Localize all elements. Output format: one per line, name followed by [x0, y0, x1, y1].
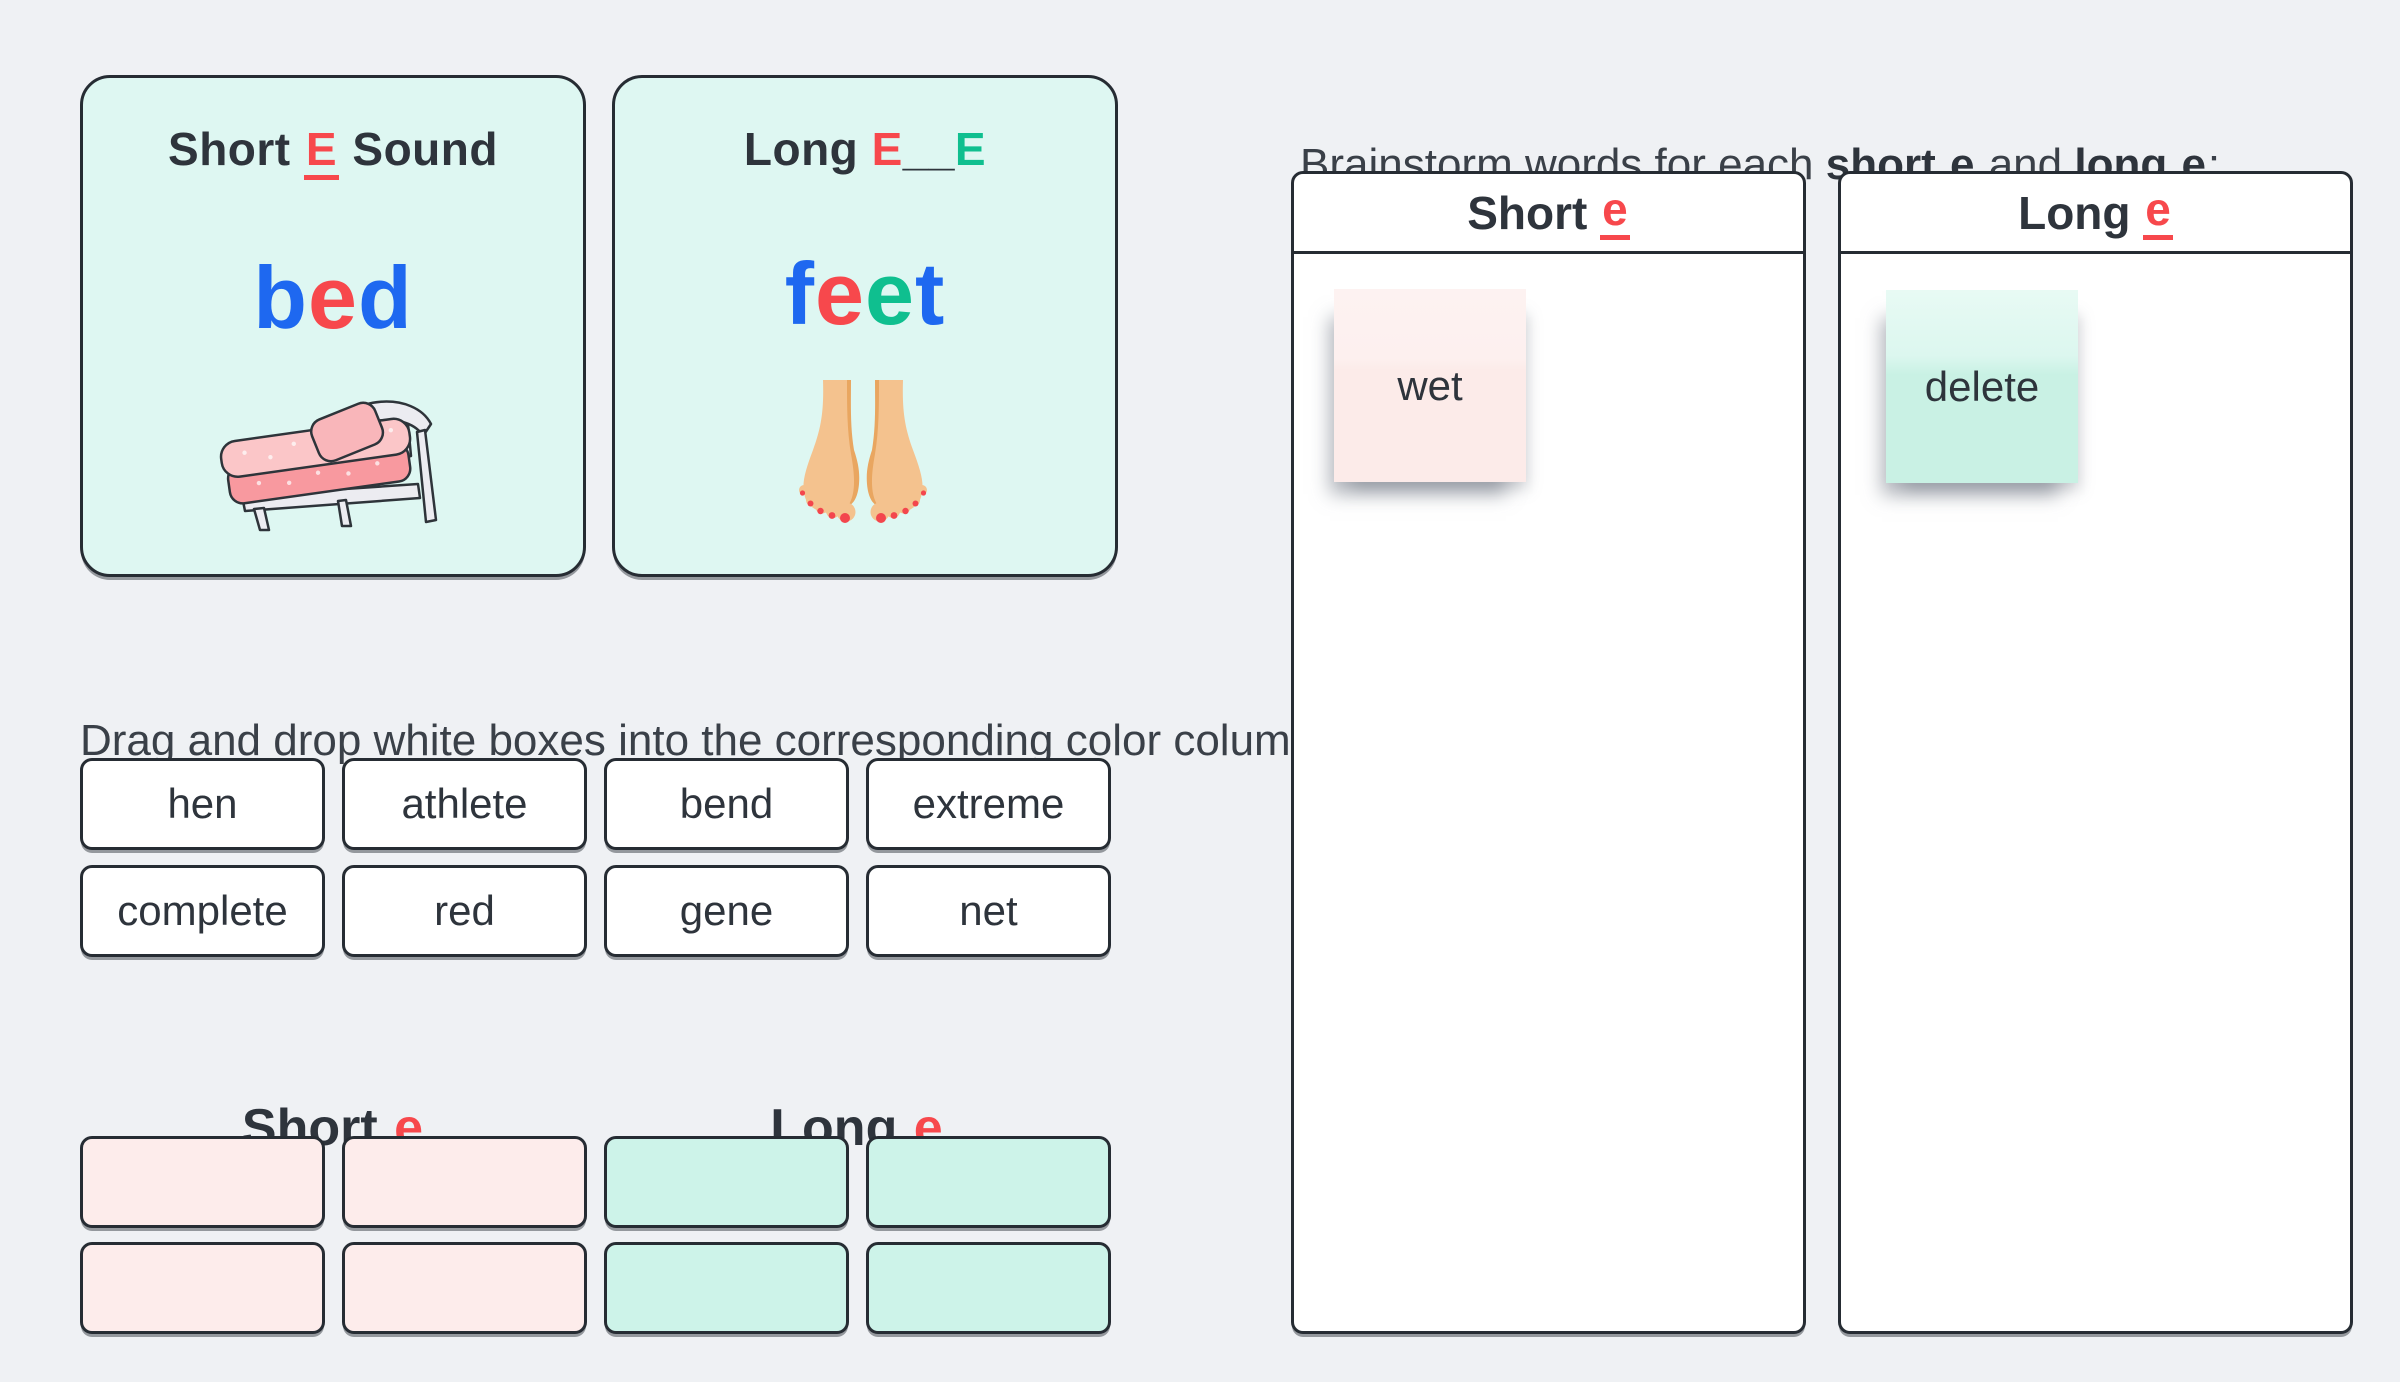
bed-illustration — [219, 400, 438, 532]
word-box-net[interactable]: net — [866, 865, 1111, 957]
letter-e2: e — [865, 244, 915, 344]
sticky-note-wet[interactable]: wet — [1334, 289, 1526, 482]
sort-slot-grid — [80, 1136, 1111, 1334]
column-header-prefix: Short — [1467, 186, 1601, 239]
word-box-extreme[interactable]: extreme — [866, 758, 1111, 850]
short-e-sound-card: Short E Sound bed — [80, 75, 586, 577]
column-header-accent-e: e — [1600, 185, 1630, 241]
short-e-card-title: Short E Sound — [168, 122, 498, 181]
short-e-drop-slot[interactable] — [80, 1242, 325, 1334]
card-title-blank: __ — [902, 123, 955, 175]
word-box-hen[interactable]: hen — [80, 758, 325, 850]
word-box-red[interactable]: red — [342, 865, 587, 957]
letter-t: t — [914, 244, 946, 344]
column-header-long-e: Long e — [1841, 174, 2350, 254]
short-e-drop-slot[interactable] — [342, 1136, 587, 1228]
drag-instruction: Drag and drop white boxes into the corre… — [80, 716, 1328, 765]
word-bank: hen athlete bend extreme complete red ge… — [80, 758, 1111, 957]
long-e-drop-slot[interactable] — [604, 1136, 849, 1228]
brainstorm-column-long-e[interactable]: Long e delete — [1838, 171, 2353, 1334]
letter-e1: e — [815, 244, 865, 344]
feet-illustration — [799, 380, 927, 524]
word-box-gene[interactable]: gene — [604, 865, 849, 957]
card-title-prefix: Short — [168, 123, 304, 175]
word-bed: bed — [253, 254, 412, 342]
long-e-card: Long E__E feet — [612, 75, 1118, 577]
long-e-card-title: Long E__E — [744, 122, 986, 176]
word-feet: feet — [785, 250, 946, 338]
card-title-accent-e-red: E — [871, 123, 903, 175]
word-box-complete[interactable]: complete — [80, 865, 325, 957]
letter-d: d — [357, 248, 413, 348]
long-e-drop-slot[interactable] — [866, 1242, 1111, 1334]
column-header-short-e: Short e — [1294, 174, 1803, 254]
short-e-drop-slot[interactable] — [80, 1136, 325, 1228]
word-box-athlete[interactable]: athlete — [342, 758, 587, 850]
short-e-drop-slot[interactable] — [342, 1242, 587, 1334]
card-title-suffix: Sound — [339, 123, 498, 175]
card-title-accent-e: E — [303, 125, 340, 181]
long-e-drop-slot[interactable] — [866, 1136, 1111, 1228]
letter-b: b — [253, 248, 309, 348]
sticky-note-delete[interactable]: delete — [1886, 290, 2078, 483]
letter-f: f — [784, 244, 816, 344]
column-header-accent-e: e — [2143, 185, 2173, 241]
long-e-drop-slot[interactable] — [604, 1242, 849, 1334]
word-box-bend[interactable]: bend — [604, 758, 849, 850]
brainstorm-column-short-e[interactable]: Short e wet — [1291, 171, 1806, 1334]
card-title-prefix: Long — [743, 123, 872, 175]
card-title-accent-e-teal: E — [954, 123, 987, 175]
column-header-prefix: Long — [2018, 186, 2144, 239]
letter-e: e — [308, 248, 358, 348]
